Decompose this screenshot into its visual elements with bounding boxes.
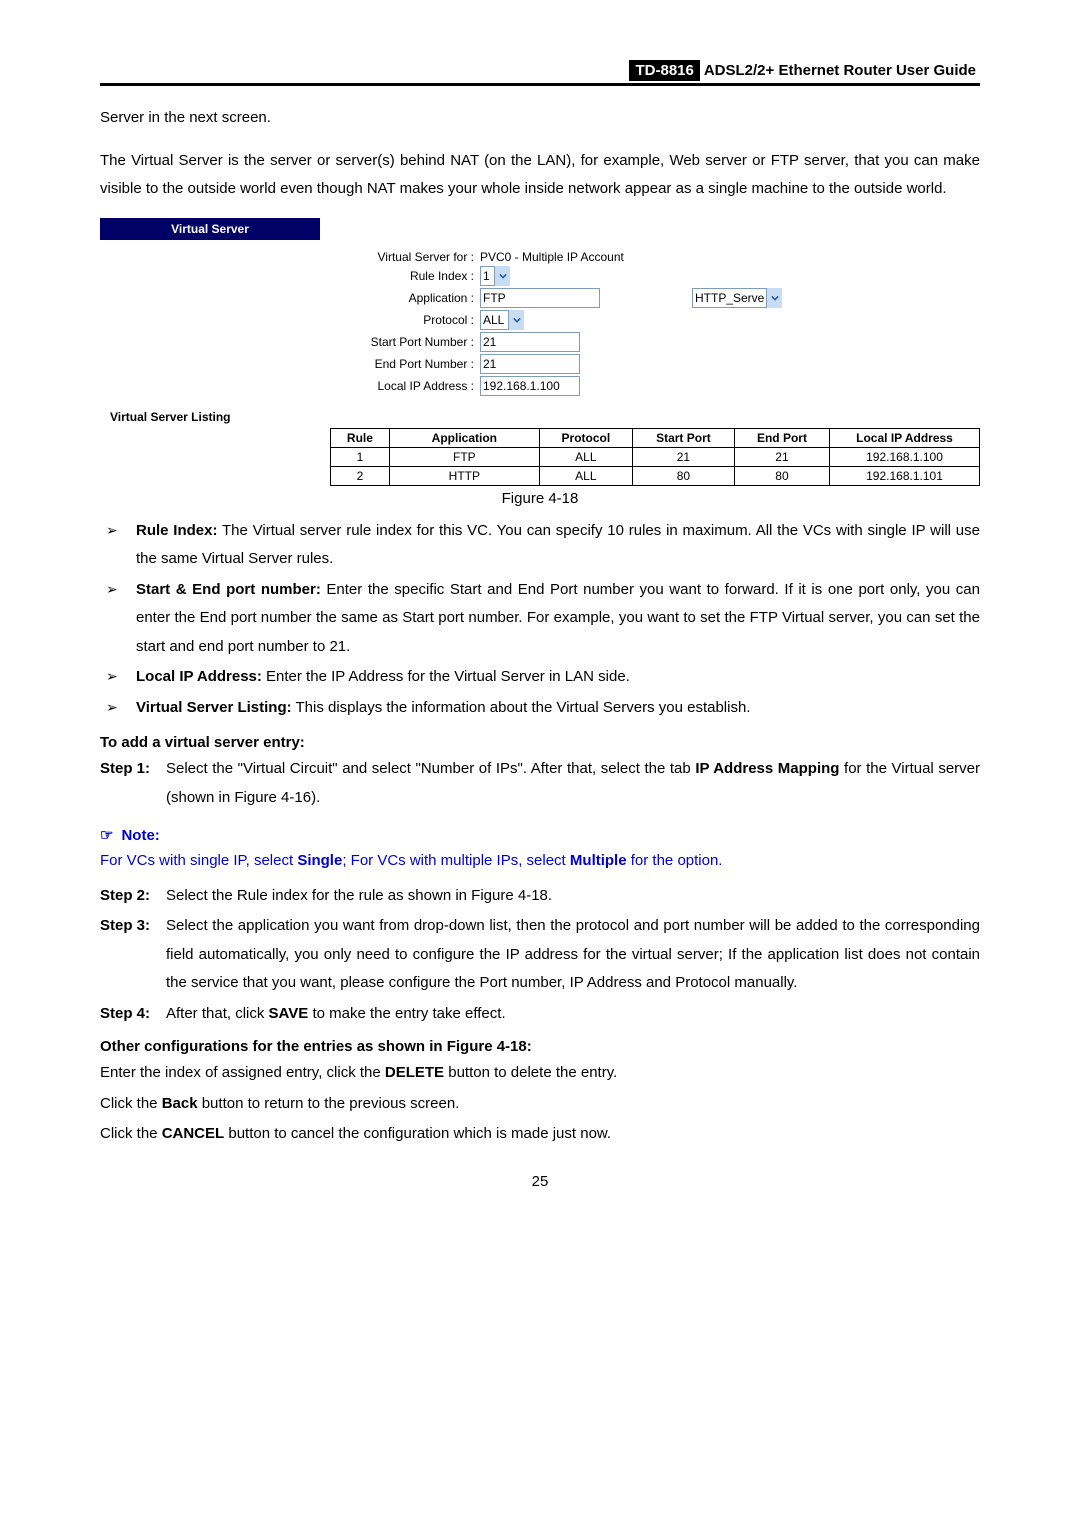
arrow-icon: ➢ — [100, 694, 136, 723]
step-4-label: Step 4: — [100, 1000, 166, 1029]
step-2-label: Step 2: — [100, 882, 166, 911]
step-3-label: Step 3: — [100, 912, 166, 998]
end-port-label: End Port Number : — [320, 357, 480, 371]
bullet-port-number: Start & End port number: Enter the speci… — [136, 576, 980, 662]
col-end-port: End Port — [734, 428, 829, 447]
arrow-icon: ➢ — [100, 663, 136, 692]
end-port-input[interactable] — [480, 354, 580, 374]
other-config-heading: Other configurations for the entries as … — [100, 1038, 980, 1055]
bullet-vs-listing: Virtual Server Listing: This displays th… — [136, 694, 980, 723]
col-protocol: Protocol — [539, 428, 632, 447]
col-start-port: Start Port — [632, 428, 734, 447]
virtual-server-panel: Virtual Server Virtual Server for : PVC0… — [100, 218, 980, 486]
protocol-label: Protocol : — [320, 313, 480, 327]
model-badge: TD-8816 — [629, 60, 699, 81]
arrow-icon: ➢ — [100, 517, 136, 574]
step-3-text: Select the application you want from dro… — [166, 912, 980, 998]
vs-for-label: Virtual Server for : — [320, 250, 480, 264]
start-port-label: Start Port Number : — [320, 335, 480, 349]
col-application: Application — [389, 428, 539, 447]
vs-listing-table: Rule Application Protocol Start Port End… — [330, 428, 980, 486]
step-1-label: Step 1: — [100, 755, 166, 812]
step-4-text: After that, click SAVE to make the entry… — [166, 1000, 980, 1029]
local-ip-input[interactable] — [480, 376, 580, 396]
step-1-text: Select the "Virtual Circuit" and select … — [166, 755, 980, 812]
other-line-2: Click the Back button to return to the p… — [100, 1090, 980, 1119]
header-bar: TD-8816 ADSL2/2+ Ethernet Router User Gu… — [100, 60, 980, 86]
application-label: Application : — [320, 291, 480, 305]
arrow-icon: ➢ — [100, 576, 136, 662]
note-text: For VCs with single IP, select Single; F… — [100, 848, 980, 874]
application-preset-select[interactable] — [692, 288, 782, 308]
start-port-input[interactable] — [480, 332, 580, 352]
bullet-list: ➢ Rule Index: The Virtual server rule in… — [100, 517, 980, 723]
vs-for-value: PVC0 - Multiple IP Account — [480, 250, 624, 264]
rule-index-select[interactable] — [480, 266, 510, 286]
page-number: 25 — [100, 1173, 980, 1190]
add-entry-heading: To add a virtual server entry: — [100, 734, 980, 751]
guide-title: ADSL2/2+ Ethernet Router User Guide — [700, 60, 980, 81]
vs-header: Virtual Server — [100, 218, 320, 240]
other-line-3: Click the CANCEL button to cancel the co… — [100, 1120, 980, 1149]
other-line-1: Enter the index of assigned entry, click… — [100, 1059, 980, 1088]
intro-line: Server in the next screen. — [100, 104, 980, 133]
bullet-rule-index: Rule Index: The Virtual server rule inde… — [136, 517, 980, 574]
hand-icon: ☞ — [100, 826, 113, 844]
listing-header: Virtual Server Listing — [100, 406, 320, 428]
rule-index-label: Rule Index : — [320, 269, 480, 283]
col-rule: Rule — [331, 428, 390, 447]
step-2-text: Select the Rule index for the rule as sh… — [166, 882, 980, 911]
table-row: 1 FTP ALL 21 21 192.168.1.100 — [331, 447, 980, 466]
figure-caption: Figure 4-18 — [100, 490, 980, 507]
col-local-ip: Local IP Address — [830, 428, 980, 447]
note-label: ☞ Note: — [100, 826, 980, 844]
table-row: 2 HTTP ALL 80 80 192.168.1.101 — [331, 466, 980, 485]
intro-paragraph: The Virtual Server is the server or serv… — [100, 147, 980, 204]
application-input[interactable] — [480, 288, 600, 308]
local-ip-label: Local IP Address : — [320, 379, 480, 393]
protocol-select[interactable] — [480, 310, 524, 330]
bullet-local-ip: Local IP Address: Enter the IP Address f… — [136, 663, 980, 692]
